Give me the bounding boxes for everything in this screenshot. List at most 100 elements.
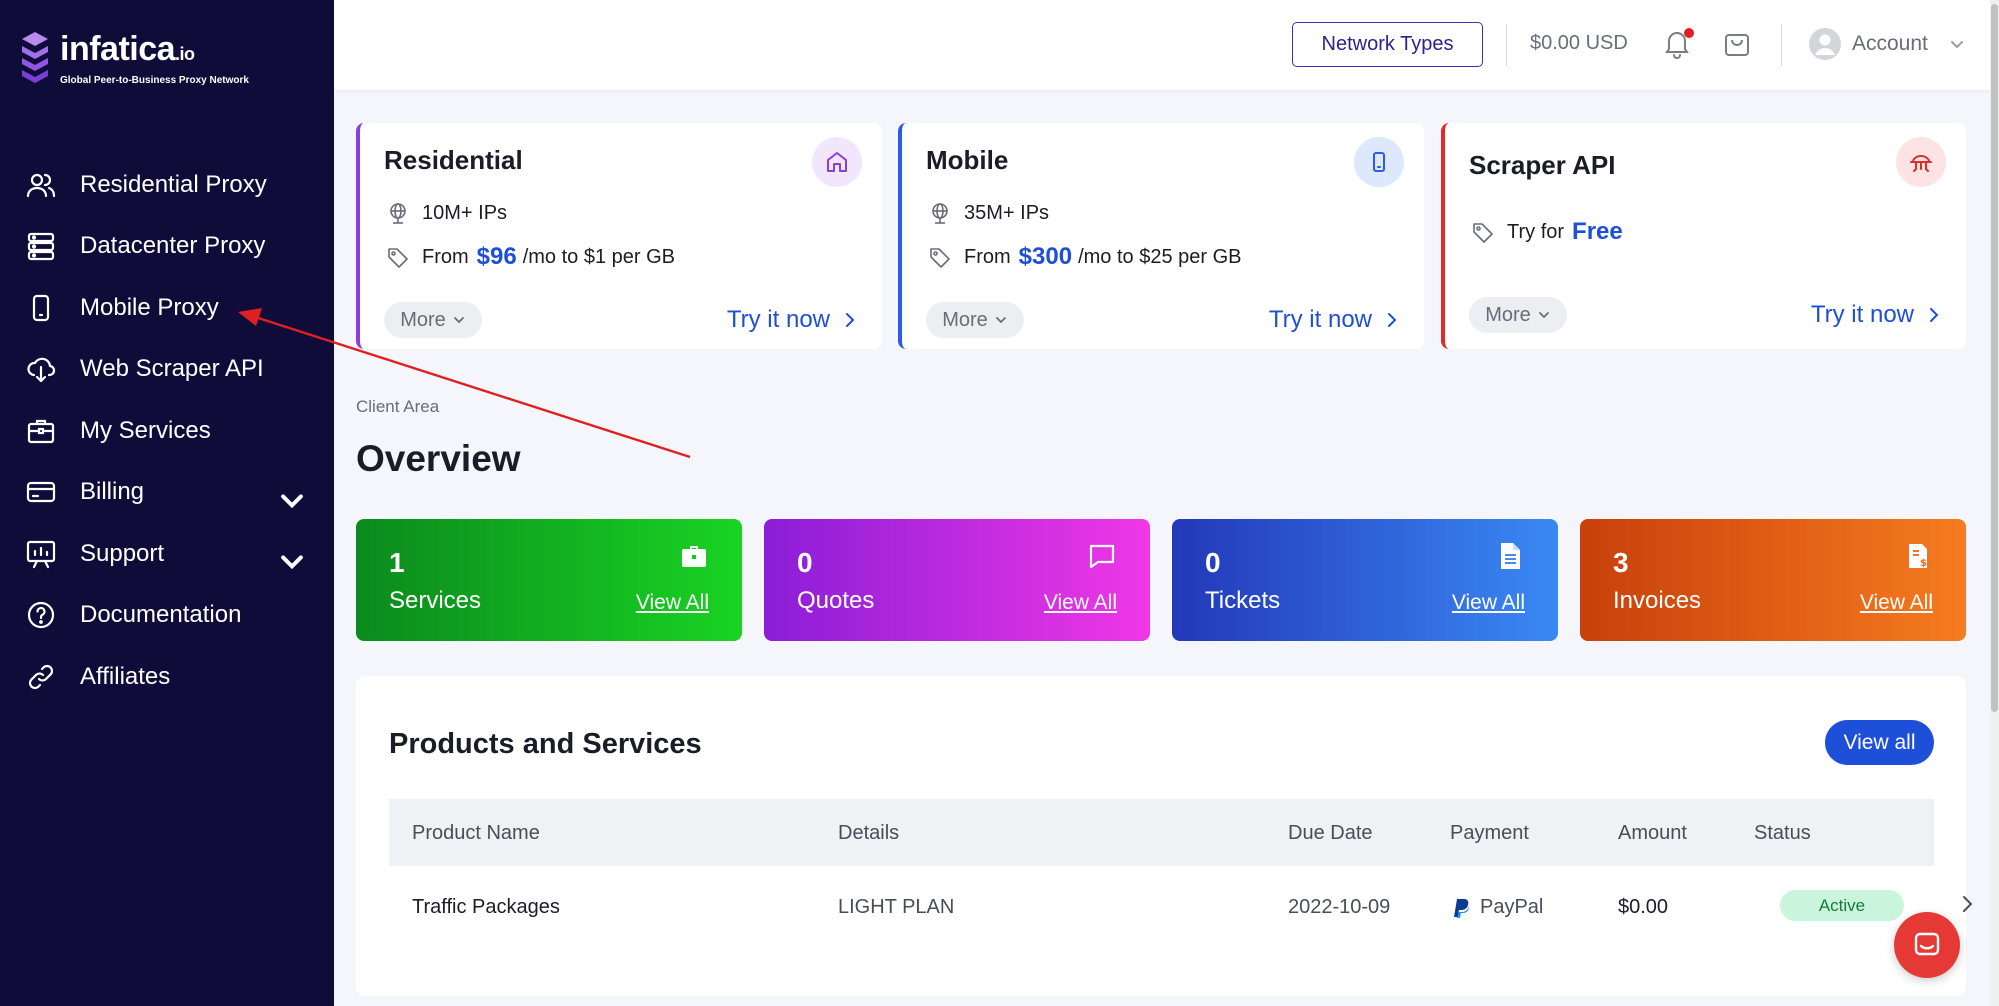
tickets-stat-card: 0 Tickets View All: [1172, 519, 1558, 641]
chevron-right-icon: [1388, 313, 1397, 327]
price-prefix: From: [964, 245, 1011, 268]
chevron-down-icon[interactable]: [1948, 35, 1966, 53]
breadcrumb[interactable]: Client Area: [356, 397, 440, 416]
try-it-now-link[interactable]: Try it now: [727, 306, 858, 334]
sidebar-item-mobile-proxy[interactable]: Mobile Proxy: [0, 277, 334, 339]
chevron-right-icon: [1930, 308, 1939, 322]
table-header: Product Name Details Due Date Payment Am…: [389, 799, 1934, 866]
price-suffix: /mo to $1 per GB: [522, 245, 676, 268]
product-price-line: From $300 /mo to $25 per GB: [928, 243, 1241, 271]
try-it-now-link[interactable]: Try it now: [1811, 301, 1942, 329]
stat-label: Invoices: [1613, 587, 1702, 614]
more-button[interactable]: More: [384, 302, 482, 338]
users-icon: [26, 173, 56, 197]
column-header[interactable]: Amount: [1618, 822, 1687, 844]
chevron-right-icon: [846, 313, 855, 327]
svg-text:$: $: [1920, 558, 1927, 569]
server-icon: [27, 233, 55, 261]
price-value: $96: [476, 243, 517, 270]
brand-logo[interactable]: infatica.io Global Peer-to-Business Prox…: [20, 30, 249, 90]
brand-tagline: Global Peer-to-Business Proxy Network: [60, 75, 249, 86]
price-value: $300: [1018, 243, 1073, 270]
sidebar-item-datacenter-proxy[interactable]: Datacenter Proxy: [0, 216, 334, 278]
view-all-services-link[interactable]: View All: [635, 591, 709, 614]
view-all-tickets-link[interactable]: View All: [1451, 591, 1525, 614]
sidebar-item-documentation[interactable]: Documentation: [0, 585, 334, 647]
message-square-icon: [1089, 544, 1115, 569]
trial-value: Free: [1572, 218, 1623, 245]
sidebar-item-affiliates[interactable]: Affiliates: [0, 646, 334, 708]
account-menu[interactable]: Account: [1852, 32, 1928, 55]
network-types-button[interactable]: Network Types: [1292, 22, 1483, 67]
globe-icon: [390, 203, 406, 224]
more-label: More: [942, 308, 988, 331]
product-card-title: Mobile: [926, 145, 1009, 175]
product-ips-line: 35M+ IPs: [928, 201, 1049, 225]
invoices-stat-card: 3 Invoices View All $: [1580, 519, 1966, 641]
sidebar-item-my-services[interactable]: My Services: [0, 400, 334, 462]
sidebar-item-label: Web Scraper API: [80, 355, 264, 383]
bell-icon[interactable]: [1660, 26, 1694, 60]
sidebar-item-web-scraper-api[interactable]: Web Scraper API: [0, 339, 334, 401]
payment-method: PayPal: [1450, 896, 1543, 919]
column-header[interactable]: Product Name: [412, 822, 540, 844]
price-suffix: /mo to $25 per GB: [1078, 245, 1242, 268]
chevron-right-icon[interactable]: [1957, 894, 1977, 914]
invoice-icon: $: [1909, 544, 1927, 569]
product-name: Traffic Packages: [412, 896, 560, 918]
more-button[interactable]: More: [1469, 297, 1567, 333]
sidebar-item-label: Documentation: [80, 601, 242, 629]
services-stat-card: 1 Services View All: [356, 519, 742, 641]
payment-label: PayPal: [1480, 896, 1544, 918]
column-header[interactable]: Status: [1754, 822, 1811, 844]
column-header[interactable]: Details: [838, 822, 900, 844]
sidebar-item-label: Mobile Proxy: [80, 293, 219, 321]
products-services-panel: Products and Services View all Product N…: [356, 676, 1973, 996]
phone-icon: [32, 294, 50, 321]
scrollbar-thumb[interactable]: [1991, 4, 1998, 712]
chevron-down-icon: [453, 317, 464, 324]
cloud-download-icon: [27, 357, 56, 383]
robot-icon: [1910, 155, 1932, 172]
sidebar-item-support[interactable]: Support: [0, 523, 334, 585]
tag-icon: [930, 248, 950, 268]
infatica-logo-icon: [22, 32, 48, 83]
topbar-divider: [1781, 24, 1782, 66]
chat-launcher-button[interactable]: [1894, 912, 1960, 978]
mobile-product-card: Mobile 35M+ IPs From $300 /mo to $25 per…: [898, 123, 1424, 349]
product-badge: [1896, 137, 1946, 187]
try-label: Try it now: [1268, 306, 1372, 333]
stat-label: Quotes: [797, 587, 875, 614]
sidebar: infatica.io Global Peer-to-Business Prox…: [0, 0, 334, 1006]
view-all-quotes-link[interactable]: View All: [1043, 591, 1117, 614]
account-balance: $0.00 USD: [1530, 32, 1628, 54]
more-button[interactable]: More: [926, 302, 1024, 338]
avatar[interactable]: [1808, 27, 1842, 61]
trial-prefix: Try for: [1507, 220, 1565, 243]
table-row[interactable]: Traffic Packages LIGHT PLAN 2022-10-09 P…: [389, 866, 1973, 946]
product-card-title: Residential: [384, 145, 523, 175]
sidebar-item-label: Support: [80, 539, 165, 567]
sidebar-item-residential-proxy[interactable]: Residential Proxy: [0, 154, 334, 216]
due-date: 2022-10-09: [1288, 896, 1391, 918]
stat-label: Services: [389, 587, 482, 614]
presentation-icon: [26, 540, 56, 568]
stat-label: Tickets: [1205, 587, 1281, 614]
phone-icon: [1373, 152, 1385, 172]
chevron-down-icon: [1538, 312, 1549, 319]
column-header[interactable]: Payment: [1450, 822, 1529, 844]
cart-icon[interactable]: [1720, 26, 1754, 60]
try-it-now-link[interactable]: Try it now: [1269, 306, 1400, 334]
chat-icon: [1914, 932, 1940, 956]
page-title: Overview: [356, 438, 521, 479]
topbar: Network Types $0.00 USD Account: [334, 0, 1999, 90]
view-all-button[interactable]: View all: [1825, 720, 1934, 765]
product-price-line: From $96 /mo to $1 per GB: [386, 243, 675, 271]
try-label: Try it now: [726, 306, 830, 333]
section-title: Products and Services: [389, 728, 702, 760]
sidebar-item-billing[interactable]: Billing: [0, 462, 334, 524]
topbar-divider: [1506, 24, 1507, 66]
stat-count: 0: [1205, 547, 1221, 578]
view-all-invoices-link[interactable]: View All: [1859, 591, 1933, 614]
column-header[interactable]: Due Date: [1288, 822, 1373, 844]
